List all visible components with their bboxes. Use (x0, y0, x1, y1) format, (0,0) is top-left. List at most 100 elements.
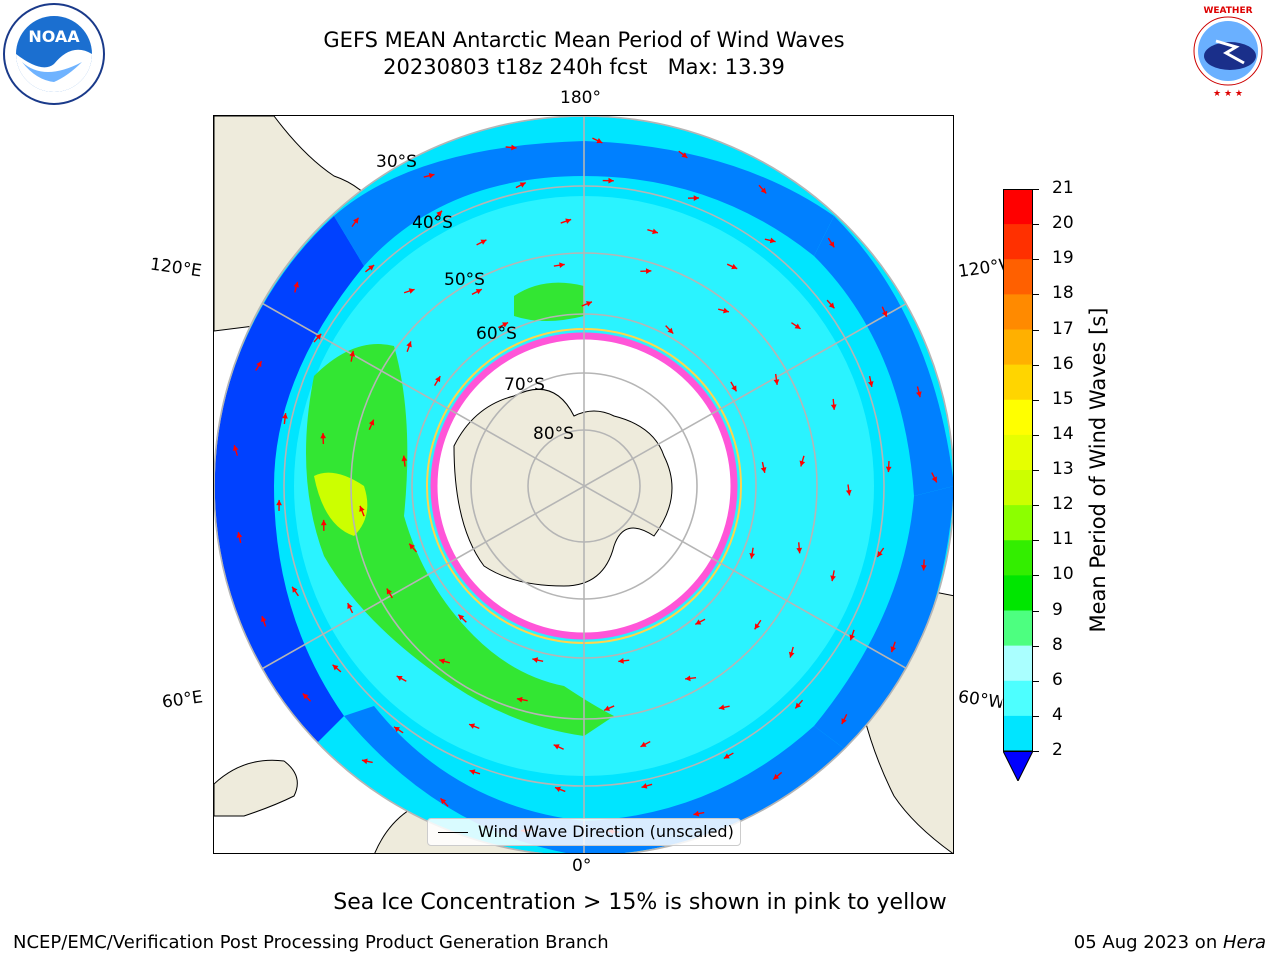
wind-arrow-head (828, 241, 835, 248)
colorbar-tick-label: 11 (1052, 529, 1074, 550)
colorbar-tick-label: 14 (1052, 423, 1074, 444)
colorbar-band (1003, 399, 1033, 436)
wind-arrow-head (760, 467, 767, 473)
colorbar-tick-mark (1033, 399, 1039, 401)
wind-arrow-head (359, 505, 365, 512)
wind-arrow-head (841, 718, 847, 725)
wind-arrow-head (769, 237, 776, 244)
wind-arrow-head (559, 262, 565, 269)
colorbar-band (1003, 470, 1033, 506)
wind-arrow-head (640, 741, 647, 747)
wind-arrow-head (516, 696, 523, 703)
colorbar-band (1003, 610, 1033, 647)
wind-arrow-head (695, 619, 702, 625)
colorbar-band (1003, 224, 1033, 260)
wind-arrow-head (553, 744, 560, 750)
wind-arrow-head (799, 460, 806, 467)
nws-logo: WEATHER ★ ★ ★ (1178, 1, 1280, 105)
colorbar-tick-mark (1033, 540, 1039, 542)
wind-arrow-head (718, 704, 725, 711)
colorbar (1002, 189, 1034, 783)
wind-arrow-head (475, 289, 482, 295)
wind-arrow-head (845, 489, 852, 496)
wind-arrow-head (349, 350, 356, 357)
lon-label-top: 180° (560, 88, 601, 108)
wind-arrow-head (773, 773, 780, 780)
wind-arrow-head (406, 341, 412, 348)
wind-arrow-head (731, 263, 738, 270)
wind-arrow-head (754, 623, 760, 630)
wind-arrow-head (511, 144, 517, 151)
colorbar-tick-label: 18 (1052, 283, 1074, 304)
wind-arrow-head (368, 265, 375, 271)
wind-arrow-head (881, 310, 888, 317)
colorbar-tick-label: 12 (1052, 494, 1074, 515)
wind-arrow-head (440, 798, 447, 805)
lat-label-80s: 80°S (533, 424, 574, 444)
wind-arrow-head (386, 588, 392, 595)
colorbar-band (1003, 294, 1033, 330)
colorbar-tick-mark (1033, 680, 1039, 682)
colorbar-tick-mark (1033, 505, 1039, 507)
colorbar-tick-label: 17 (1052, 318, 1074, 339)
wind-arrow-head (885, 466, 892, 473)
colorbar-tick-label: 19 (1052, 248, 1074, 269)
colorbar-band (1003, 189, 1033, 225)
wind-arrow-head (849, 634, 855, 641)
footer-branch: NCEP/EMC/Verification Post Processing Pr… (13, 932, 609, 953)
wind-arrow-head (693, 195, 700, 201)
colorbar-band (1003, 259, 1033, 295)
lat-label-30s: 30°S (376, 152, 417, 172)
colorbar-band (1003, 645, 1033, 682)
wind-arrow-head (320, 433, 327, 439)
lon-label-lower-left: 60°E (160, 687, 205, 713)
wind-arrow-head (519, 182, 526, 188)
wind-arrow-head (788, 651, 795, 658)
colorbar-tick-label: 20 (1052, 213, 1074, 234)
wind-arrow-head (877, 551, 883, 557)
wind-arrow-head (480, 239, 487, 245)
wind-arrow-head (332, 664, 339, 671)
wind-arrow-head (585, 301, 592, 307)
map-frame (213, 115, 954, 854)
footer-host: Hera (1222, 932, 1266, 953)
wind-arrow-head (276, 499, 282, 506)
colorbar-outline (1003, 189, 1033, 752)
lat-label-40s: 40°S (412, 213, 453, 233)
wind-arrow-head (408, 288, 415, 294)
wind-arrow-head (794, 323, 801, 329)
wind-arrow-head (292, 586, 298, 593)
colorbar-tick-mark (1033, 224, 1039, 226)
wind-arrow-head (890, 646, 897, 653)
wind-arrow-head (931, 476, 937, 483)
colorbar-tick-mark (1033, 189, 1039, 190)
wind-arrow-head (618, 658, 624, 664)
colorbar-band (1003, 329, 1033, 366)
colorbar-band (1003, 364, 1033, 401)
colorbar-tick-label: 10 (1052, 564, 1074, 585)
wind-arrow-head (760, 187, 767, 194)
colorbar-tick-label: 21 (1052, 178, 1074, 198)
colorbar-tick-mark (1033, 294, 1039, 296)
wind-arrow-head (232, 445, 239, 452)
svg-text:★ ★ ★: ★ ★ ★ (1213, 89, 1243, 99)
wind-arrow-head (565, 218, 572, 224)
sea-ice-note: Sea Ice Concentration > 15% is shown in … (333, 890, 947, 915)
noaa-logo: NOAA (2, 2, 106, 106)
wind-arrow-head (261, 616, 267, 623)
wind-arrow-head (693, 810, 700, 817)
wind-arrow-head (401, 455, 408, 462)
legend-line-swatch (438, 832, 468, 833)
wind-arrow-head (361, 758, 368, 765)
chart-title: GEFS MEAN Antarctic Mean Period of Wind … (323, 28, 845, 52)
colorbar-tick-mark (1033, 434, 1039, 436)
svg-text:NOAA: NOAA (28, 27, 80, 46)
wind-arrow-head (867, 381, 874, 387)
lat-label-60s: 60°S (476, 324, 517, 344)
wind-arrow-head (393, 726, 400, 733)
colorbar-band (1003, 540, 1033, 576)
lon-label-upper-left: 120°E (148, 254, 203, 282)
footer-date-text: 05 Aug 2023 on (1073, 932, 1223, 953)
colorbar-band (1003, 575, 1033, 611)
wind-arrow-head (439, 658, 446, 665)
